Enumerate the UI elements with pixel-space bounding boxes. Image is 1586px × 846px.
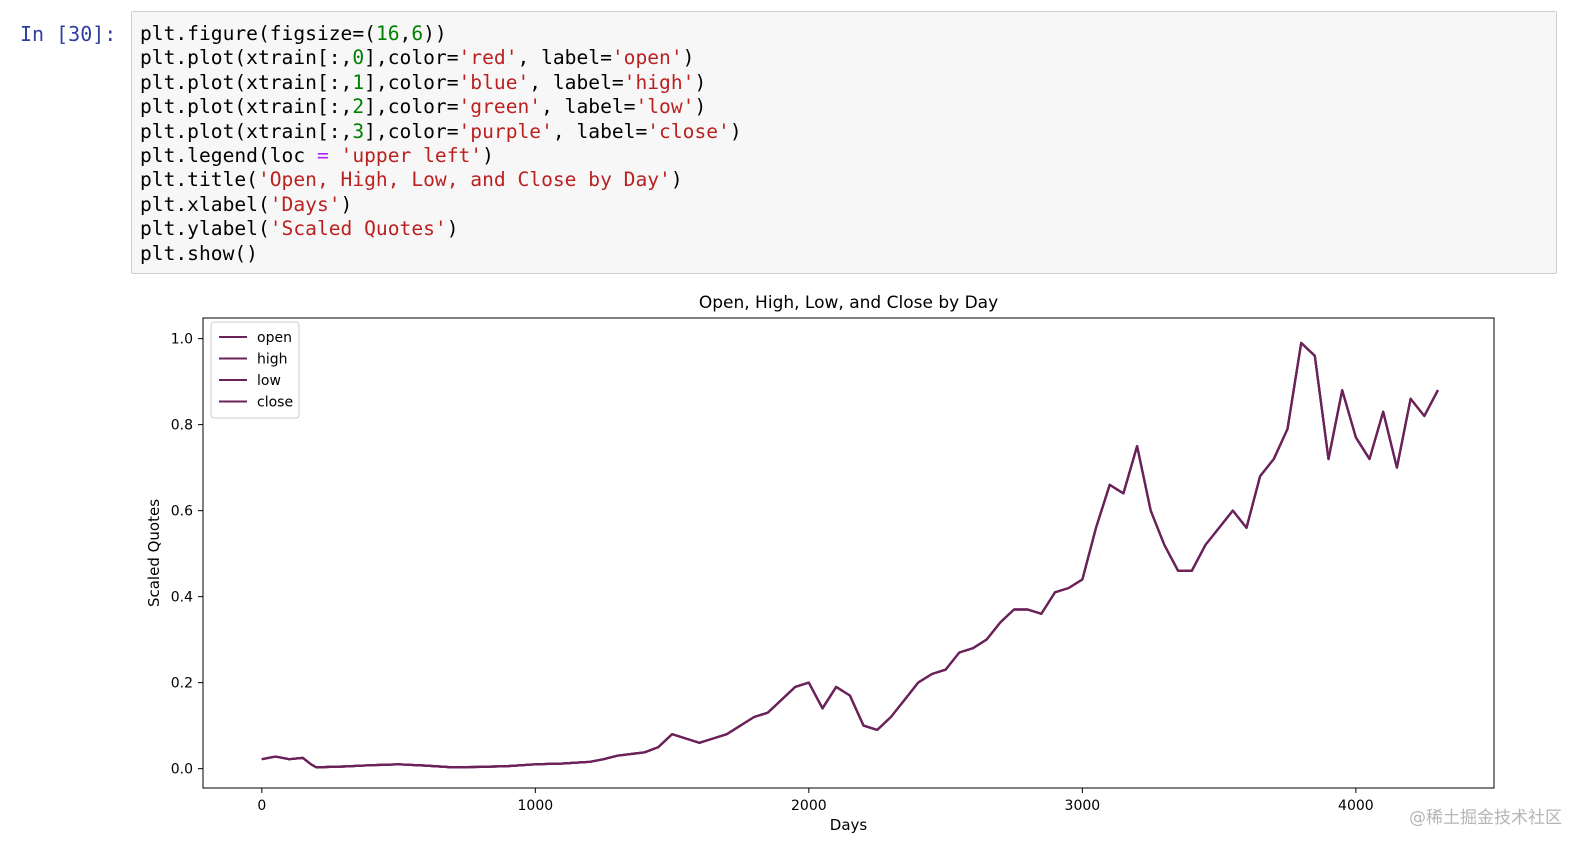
code-token: 2 [352, 95, 365, 119]
watermark: @稀土掘金技术社区 [1409, 808, 1562, 828]
code-token: ],color= [364, 95, 459, 119]
legend-label: low [257, 373, 281, 389]
series-line-open [261, 341, 1439, 769]
code-token: plt.plot(xtrain[:, [140, 95, 353, 119]
code-token: ) [682, 46, 695, 70]
code-token: ) [340, 192, 353, 216]
code-line: plt.plot(xtrain[:,0],color='red', label=… [140, 46, 742, 70]
series-line-close [261, 341, 1439, 769]
y-axis-label: Scaled Quotes [145, 499, 163, 607]
code-token: ) [446, 217, 459, 241]
code-input-area[interactable]: plt.figure(figsize=(16,6)) plt.plot(xtrai… [131, 11, 1557, 274]
code-line: plt.ylabel('Scaled Quotes') [140, 217, 742, 241]
x-tick-label: 0 [257, 798, 266, 814]
y-tick-label: 0.0 [171, 762, 193, 778]
code-token: 'blue' [458, 70, 530, 94]
code-token: ],color= [364, 46, 459, 70]
plot-area-frame [202, 317, 1495, 789]
y-tick-label: 0.2 [171, 676, 193, 692]
code-token: plt.plot(xtrain[:, [140, 119, 353, 143]
code-token: 'high' [623, 70, 695, 94]
x-tick-label: 1000 [518, 798, 554, 814]
cell-output: Open, High, Low, and Close by Day 0 1000 20… [131, 286, 1557, 842]
code-line: plt.figure(figsize=(16,6)) [140, 22, 742, 46]
code-token: plt.ylabel( [140, 217, 270, 241]
code-token: ) [670, 168, 683, 192]
code-line: plt.legend(loc = 'upper left') [140, 144, 742, 168]
chart-title: Open, High, Low, and Close by Day [699, 293, 998, 313]
code-token: plt.title( [140, 168, 258, 192]
x-axis-label: Days [830, 816, 868, 834]
code-token: 0 [352, 46, 365, 70]
legend-label: high [257, 352, 288, 368]
code-token: 'Scaled Quotes' [269, 217, 447, 241]
code-token: plt.show() [140, 241, 258, 265]
code-token: plt.figure(figsize=( [140, 22, 376, 45]
code-token: , label= [529, 70, 624, 94]
code-token: ],color= [364, 119, 459, 143]
series-line-high [261, 341, 1439, 769]
code-editor[interactable]: plt.figure(figsize=(16,6)) plt.plot(xtrai… [140, 22, 742, 266]
code-token: 6 [411, 22, 424, 45]
code-token: plt.plot(xtrain[:, [140, 70, 353, 94]
code-token: 'close' [647, 119, 730, 143]
series-line-low [261, 341, 1439, 769]
code-token: 'green' [458, 95, 542, 119]
code-line: plt.plot(xtrain[:,3],color='purple', lab… [140, 120, 742, 144]
x-tick-label: 3000 [1065, 798, 1101, 814]
code-token: 'Days' [269, 192, 341, 216]
code-line: plt.plot(xtrain[:,1],color='blue', label… [140, 71, 742, 95]
y-tick-label: 0.6 [171, 504, 193, 520]
code-token: 'upper left' [340, 143, 483, 167]
code-token: ) [482, 143, 494, 167]
legend-label: open [257, 330, 292, 346]
legend-box [210, 321, 300, 419]
code-token: , label= [517, 46, 612, 70]
code-token: 3 [352, 119, 365, 143]
code-token: = [316, 143, 329, 167]
input-prompt: In [30]: [20, 22, 117, 46]
code-token: , label= [541, 95, 636, 119]
code-token [329, 144, 341, 167]
code-line: plt.xlabel('Days') [140, 193, 742, 217]
code-token: , [399, 22, 412, 45]
legend-label: close [257, 395, 293, 411]
code-token: ],color= [364, 70, 459, 94]
code-token: plt.legend(loc [140, 143, 317, 167]
code-line: plt.plot(xtrain[:,2],color='green', labe… [140, 95, 742, 119]
x-tick-label: 4000 [1338, 798, 1374, 814]
code-token: 'open' [611, 46, 683, 70]
y-tick-label: 1.0 [171, 332, 193, 348]
code-token: plt.xlabel( [140, 192, 270, 216]
code-token: plt.plot(xtrain[:, [140, 46, 353, 70]
code-token: 1 [352, 70, 365, 94]
line-chart: Open, High, Low, and Close by Day 0 1000 20… [145, 293, 1495, 834]
x-tick-label: 2000 [791, 798, 827, 814]
y-tick-label: 0.8 [171, 418, 193, 434]
code-token: , label= [552, 119, 648, 143]
y-tick-label: 0.4 [171, 590, 193, 606]
code-token: 16 [375, 22, 400, 45]
code-line: plt.show() [140, 242, 742, 266]
code-token: 'Open, High, Low, and Close by Day' [257, 168, 671, 192]
code-token: ) [694, 70, 707, 94]
code-token: ) [694, 95, 707, 119]
code-line: plt.title('Open, High, Low, and Close by… [140, 168, 742, 192]
code-token: 'low' [635, 95, 695, 119]
code-token: 'red' [458, 46, 518, 70]
code-token: ) [729, 119, 742, 143]
code-token: 'purple' [458, 119, 553, 143]
code-token: )) [423, 22, 447, 45]
